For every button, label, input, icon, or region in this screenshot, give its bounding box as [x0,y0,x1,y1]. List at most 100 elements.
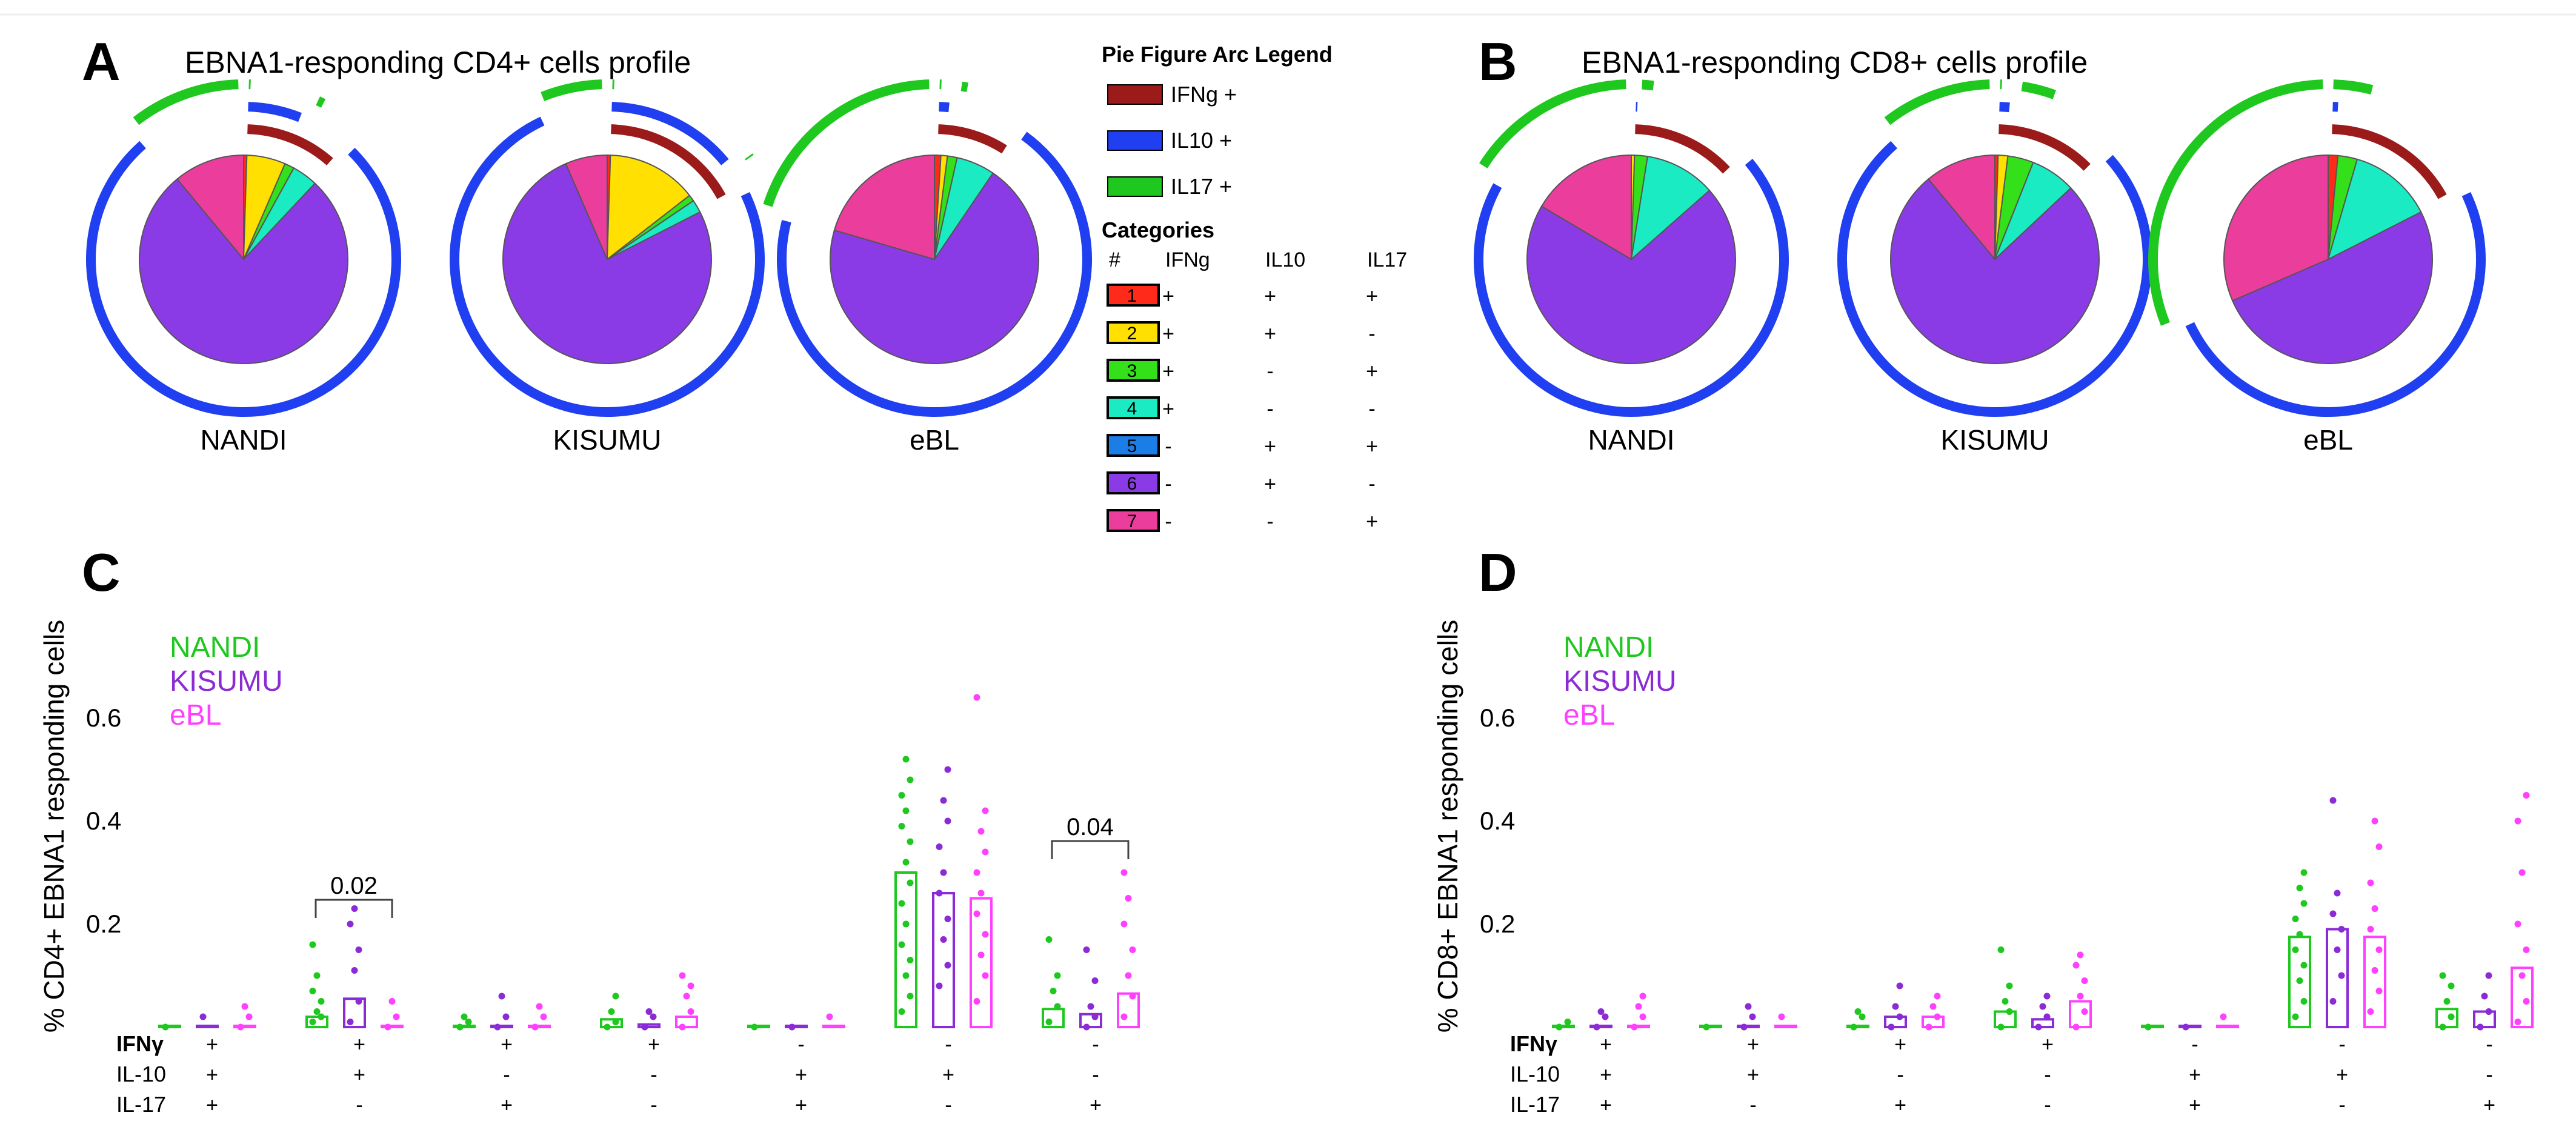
data-point-ebl [384,1023,391,1031]
data-point-nandi [907,879,914,886]
pie-slice-7 [1927,154,1995,261]
bar-kisumu [2178,1025,2202,1028]
bar-chart-d: % CD8+ EBNA1 responding cells 0.2 0.4 0.6 NA… [1432,620,2534,1117]
data-point-ebl [531,1023,539,1031]
bar-kisumu [343,997,366,1028]
data-point-nandi [1854,1008,1862,1015]
sign-value: - [2338,1033,2345,1056]
pie-arc-ifng [611,124,726,199]
pie-arc-il17 [745,153,754,161]
sign-value: + [942,1063,954,1086]
bar-ebl [2363,936,2386,1028]
data-point-kisumu [2035,1023,2042,1031]
pie-arc-il17 [763,79,930,207]
data-point-ebl [2523,792,2530,799]
data-point-kisumu [2182,1023,2189,1031]
data-point-ebl [1778,1013,1785,1020]
sign-value: - [650,1094,657,1117]
data-point-ebl [2367,879,2374,886]
sign-row-label: IFNγ [116,1031,164,1056]
category-num-3: 3 [1127,361,1137,381]
categories-col-il10: IL10 [1265,248,1305,271]
data-point-ebl [683,993,690,1000]
data-point-nandi [2292,946,2299,953]
pie-slice-6 [502,162,712,364]
pie-label: NANDI [200,424,287,456]
sign-value: - [650,1063,657,1086]
pie-slice-6 [1526,189,1736,364]
data-point-nandi [2448,1013,2455,1020]
bar-nandi [600,1018,623,1028]
data-point-kisumu [944,916,951,922]
pie-arc-il17 [960,81,969,93]
data-point-nandi [2292,916,2299,922]
data-point-nandi [751,1023,758,1031]
category-il17-sign: + [1366,435,1378,458]
data-point-nandi [2002,998,2009,1005]
data-point-nandi [465,1019,472,1025]
data-point-ebl [2220,1013,2227,1020]
sign-value: + [1747,1063,1759,1086]
data-point-nandi [1564,1019,1571,1025]
data-point-nandi [313,972,321,979]
pie-slice-6 [1889,178,2100,364]
data-point-kisumu [1083,1023,1090,1031]
pie-slice-6 [830,172,1039,364]
data-point-ebl [2514,817,2521,825]
data-point-kisumu [1896,1013,1903,1020]
data-point-ebl [1929,1003,1937,1010]
sign-value: + [353,1063,365,1086]
category-swatch-6 [1107,471,1160,494]
data-point-ebl [2514,920,2521,928]
data-point-ebl [1934,993,1941,1000]
panel-a-title: EBNA1-responding CD4+ cells profile [185,45,691,79]
category-ifng-sign: - [1165,510,1171,533]
pie-arc-ifng [1635,124,1730,174]
data-point-kisumu [1740,1023,1748,1031]
data-point-nandi [2296,931,2303,938]
data-point-kisumu [2485,972,2492,979]
data-point-nandi [1045,1019,1053,1025]
data-point-ebl [1639,1013,1646,1020]
data-point-nandi [318,1013,325,1020]
data-point-ebl [826,1013,833,1020]
data-point-nandi [2300,869,2308,876]
sign-value: - [945,1033,951,1056]
pie-chart-b-nandi: NANDI [1474,79,1789,456]
data-point-kisumu [2329,998,2337,1005]
data-point-nandi [604,1023,611,1031]
data-point-nandi [2145,1023,2152,1031]
data-point-nandi [898,1008,905,1015]
sign-value: + [1600,1063,1612,1086]
data-point-kisumu [2043,993,2051,1000]
sign-value: + [1894,1094,1906,1117]
pie-arc-il10 [86,141,401,417]
data-point-ebl [687,1008,694,1015]
data-point-nandi [898,900,905,907]
bar-kisumu [2326,928,2349,1028]
arc-legend-swatch-ifng [1107,84,1163,105]
data-point-ebl [982,972,989,979]
pie-chart-b-kisumu: KISUMU [1837,79,2152,456]
sign-value: + [1747,1033,1759,1056]
panel-b-letter: B [1479,32,1517,91]
y-tick-label: 0.6 [1480,703,1515,732]
category-il17-sign: - [1368,322,1375,345]
sign-value: - [1092,1033,1099,1056]
bar-nandi [305,1016,328,1028]
data-point-kisumu [2485,1008,2492,1015]
bar-ebl [2069,1000,2092,1028]
sign-row-label: IL-10 [116,1062,166,1086]
pie-arc-il17 [1479,79,1626,168]
data-point-kisumu [2043,1013,2051,1020]
category-swatch-7 [1107,509,1160,532]
pie-chart-a-ebl: eBL [763,79,1092,456]
data-point-ebl [2371,905,2378,912]
data-point-kisumu [494,1023,501,1031]
data-point-kisumu [940,869,947,876]
category-il17-sign: + [1366,285,1378,308]
data-point-nandi [2439,972,2446,979]
category-num-6: 6 [1127,474,1137,494]
data-point-ebl [241,1003,248,1010]
